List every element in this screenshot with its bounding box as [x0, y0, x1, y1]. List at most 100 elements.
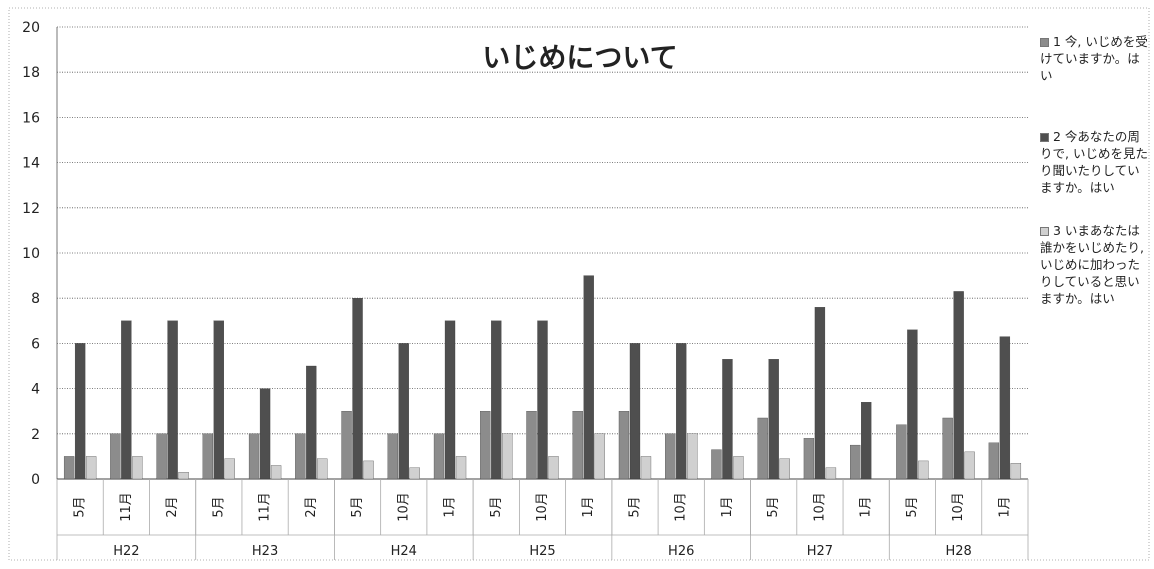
bar-series-3 — [733, 456, 743, 479]
category-label: 5月 — [73, 496, 88, 517]
bar-series-1 — [896, 425, 906, 479]
category-label: 10月 — [812, 492, 827, 522]
category-label: 2月 — [165, 496, 180, 517]
bar-series-1 — [480, 411, 490, 479]
chart-title: いじめについて — [482, 41, 677, 74]
category-label: 5月 — [766, 496, 781, 517]
legend-item-series-3: 3 いまあなたは誰かをいじめたり, いじめに加わったりしていると思いますか。はい — [1040, 222, 1148, 307]
bar-series-3 — [271, 465, 281, 479]
group-label: H27 — [807, 544, 833, 559]
bar-series-2 — [954, 291, 964, 479]
bar-series-2 — [353, 298, 363, 479]
bar-series-1 — [758, 418, 768, 479]
category-label: 5月 — [627, 496, 642, 517]
category-label: 2月 — [304, 496, 319, 517]
legend-swatch-1 — [1040, 38, 1049, 47]
bar-series-2 — [815, 307, 825, 479]
bar-series-1 — [527, 411, 537, 479]
category-label: 10月 — [951, 492, 966, 522]
bar-series-3 — [595, 434, 605, 479]
y-tick-label: 8 — [31, 291, 40, 307]
category-label: 1月 — [720, 496, 735, 517]
bar-series-2 — [584, 276, 594, 479]
bar-series-2 — [399, 343, 409, 479]
group-label: H22 — [113, 544, 139, 559]
bar-series-2 — [491, 321, 501, 479]
legend-swatch-3 — [1040, 227, 1049, 236]
bar-series-2 — [722, 359, 732, 479]
bar-series-1 — [989, 443, 999, 479]
bar-series-1 — [388, 434, 398, 479]
bar-series-2 — [121, 321, 131, 479]
category-label: 1月 — [997, 496, 1012, 517]
bar-series-3 — [780, 459, 790, 479]
category-label: 11月 — [258, 492, 273, 522]
bar-series-3 — [549, 456, 559, 479]
category-label: 5月 — [905, 496, 920, 517]
bars — [64, 276, 1021, 479]
bar-series-2 — [630, 343, 640, 479]
bar-series-3 — [456, 456, 466, 479]
bar-series-3 — [965, 452, 975, 479]
bar-series-1 — [434, 434, 444, 479]
category-label: 11月 — [119, 492, 134, 522]
bar-series-1 — [665, 434, 675, 479]
y-tick-label: 12 — [22, 201, 40, 217]
bar-series-1 — [203, 434, 213, 479]
legend-swatch-2 — [1040, 133, 1049, 142]
category-label: 5月 — [489, 496, 504, 517]
y-tick-label: 10 — [22, 246, 40, 262]
bar-series-2 — [168, 321, 178, 479]
bar-series-1 — [249, 434, 259, 479]
group-label: H25 — [529, 544, 555, 559]
bar-series-3 — [132, 456, 142, 479]
bar-series-2 — [260, 389, 270, 479]
group-label: H24 — [391, 544, 417, 559]
bar-series-3 — [364, 461, 374, 479]
category-label: 10月 — [535, 492, 550, 522]
bar-series-1 — [342, 411, 352, 479]
bar-series-3 — [86, 456, 96, 479]
legend-label-1: 1 今, いじめを受けていますか。はい — [1040, 34, 1148, 83]
bar-series-3 — [918, 461, 928, 479]
bar-series-2 — [769, 359, 779, 479]
bar-series-3 — [179, 472, 189, 479]
bar-series-3 — [225, 459, 235, 479]
bar-series-3 — [641, 456, 651, 479]
bar-series-3 — [687, 434, 697, 479]
bar-series-3 — [410, 468, 420, 479]
bar-series-1 — [157, 434, 167, 479]
bar-series-1 — [295, 434, 305, 479]
group-label: H28 — [945, 544, 971, 559]
y-tick-label: 4 — [31, 382, 40, 398]
bar-series-1 — [619, 411, 629, 479]
bar-series-3 — [317, 459, 327, 479]
group-label: H26 — [668, 544, 694, 559]
bar-series-2 — [306, 366, 316, 479]
bar-series-3 — [1011, 463, 1021, 479]
bar-series-1 — [110, 434, 120, 479]
bar-series-1 — [711, 450, 721, 479]
y-tick-label: 16 — [22, 110, 40, 126]
bar-series-2 — [214, 321, 224, 479]
y-tick-label: 14 — [22, 156, 40, 172]
bar-series-2 — [75, 343, 85, 479]
y-tick-label: 2 — [31, 427, 40, 443]
y-tick-label: 0 — [31, 472, 40, 488]
bar-series-2 — [861, 402, 871, 479]
bar-series-3 — [502, 434, 512, 479]
bar-series-2 — [676, 343, 686, 479]
category-label: 1月 — [443, 496, 458, 517]
bar-series-3 — [826, 468, 836, 479]
x-axis: 5月 11月 2月 5月 11月 2月 5月 10月 1月 5月 10月 1月 5月 10月 1月 5月 10月… — [57, 479, 1028, 560]
category-label: 1月 — [581, 496, 596, 517]
category-label: 5月 — [211, 496, 226, 517]
legend-label-2: 2 今あなたの周りで, いじめを見たり聞いたりしていますか。はい — [1040, 129, 1148, 195]
y-tick-label: 6 — [31, 336, 40, 352]
bar-series-2 — [538, 321, 548, 479]
legend-label-3: 3 いまあなたは誰かをいじめたり, いじめに加わったりしていると思いますか。はい — [1040, 223, 1144, 306]
legend-item-series-2: 2 今あなたの周りで, いじめを見たり聞いたりしていますか。はい — [1040, 128, 1148, 196]
category-label: 10月 — [674, 492, 689, 522]
